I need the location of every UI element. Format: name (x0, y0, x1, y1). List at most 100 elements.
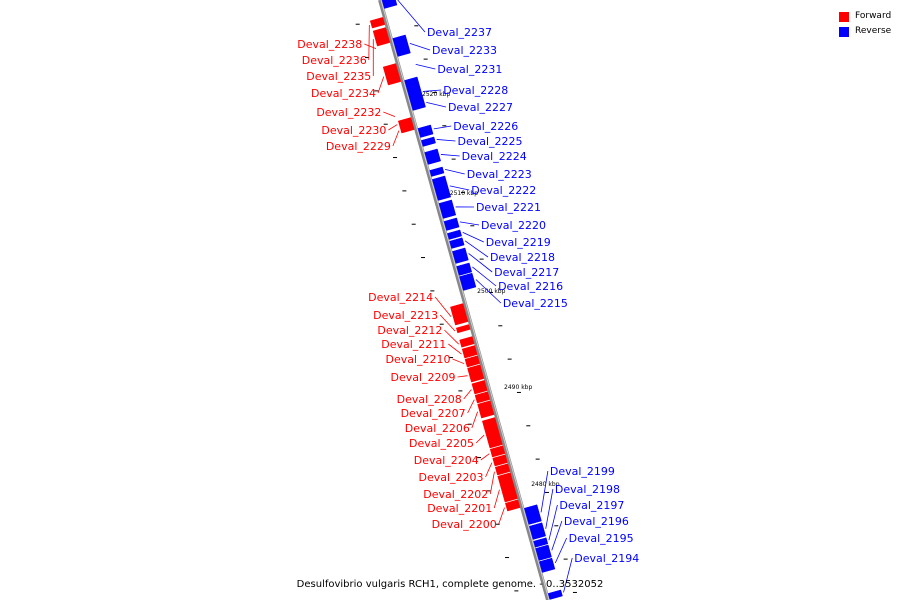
leader-lines-layer (364, 0, 573, 593)
gene-label[interactable]: Deval_2237 (427, 26, 492, 39)
gene-block (497, 472, 518, 503)
gene-label[interactable]: Deval_2208 (397, 393, 462, 406)
gene-leader-line (471, 411, 478, 429)
gene-leader-line (440, 154, 460, 157)
gene-leader-line (493, 489, 500, 509)
gene-leader-line (545, 488, 554, 529)
gene-block (529, 522, 546, 540)
gene-label[interactable]: Deval_2230 (321, 124, 386, 137)
gene-leader-line (392, 130, 400, 147)
genome-backbone-highlight (380, 0, 550, 600)
gene-label[interactable]: Deval_2221 (476, 201, 541, 214)
gene-label[interactable]: Deval_2198 (555, 483, 620, 496)
gene-block (464, 355, 481, 368)
gene-label[interactable]: Deval_2223 (467, 168, 532, 181)
gene-label[interactable]: Deval_2194 (574, 552, 639, 565)
tick-label: 2520 kbp (422, 91, 450, 98)
gene-leader-line (554, 537, 568, 564)
legend: Forward Reverse (839, 9, 891, 39)
gene-label[interactable]: Deval_2235 (306, 70, 371, 83)
gene-label[interactable]: Deval_2214 (368, 291, 433, 304)
gene-block (459, 272, 477, 291)
gene-label[interactable]: Deval_2210 (385, 353, 450, 366)
gene-block (417, 124, 434, 138)
gene-block (424, 148, 441, 165)
gene-label[interactable]: Deval_2212 (377, 324, 442, 337)
gene-label[interactable]: Deval_2197 (559, 499, 624, 512)
gene-label[interactable]: Deval_2233 (432, 44, 497, 57)
gene-leader-line (383, 111, 396, 117)
gene-label[interactable]: Deval_2238 (297, 38, 362, 51)
gene-label[interactable]: Deval_2213 (373, 309, 438, 322)
gene-leader-line (563, 557, 573, 593)
gene-block (474, 391, 491, 404)
gene-block (461, 345, 478, 359)
gene-label[interactable]: Deval_2195 (569, 532, 634, 545)
gene-leader-line (444, 169, 465, 175)
gene-label[interactable]: Deval_2231 (437, 63, 502, 76)
gene-label[interactable]: Deval_2232 (316, 106, 381, 119)
gene-block (533, 537, 549, 548)
gene-block (438, 199, 457, 219)
gene-label[interactable]: Deval_2200 (432, 518, 497, 531)
gene-leader-line (409, 43, 431, 51)
gene-label[interactable]: Deval_2219 (486, 236, 551, 249)
gene-label[interactable]: Deval_2199 (550, 465, 615, 478)
gene-label[interactable]: Deval_2201 (427, 502, 492, 515)
gene-block (404, 76, 426, 111)
gene-leader-line (433, 125, 452, 130)
gene-label[interactable]: Deval_2226 (453, 120, 518, 133)
gene-leader-line (397, 0, 426, 33)
gene-label[interactable]: Deval_2236 (302, 54, 367, 67)
gene-leader-line (377, 76, 385, 94)
gene-block (443, 217, 460, 231)
gene-block (477, 400, 495, 419)
gene-label[interactable]: Deval_2218 (490, 251, 555, 264)
tick-label: 2510 kbp (450, 190, 478, 197)
gene-block (467, 364, 485, 383)
gene-label[interactable]: Deval_2229 (326, 140, 391, 153)
gene-block (494, 463, 511, 476)
gene-label[interactable]: Deval_2215 (503, 297, 568, 310)
gene-leader-line (467, 399, 475, 414)
gene-block (429, 166, 445, 177)
gene-leader-line (548, 504, 558, 541)
gene-leader-line (444, 329, 459, 345)
gene-label[interactable]: Deval_2227 (448, 101, 513, 114)
gene-label[interactable]: Deval_2211 (381, 338, 446, 351)
gene-leader-line (452, 358, 465, 365)
gene-block (399, 123, 415, 134)
genome-backbone (378, 0, 550, 600)
gene-label[interactable]: Deval_2206 (405, 422, 470, 435)
gene-label[interactable]: Deval_2217 (494, 266, 559, 279)
gene-leader-line (475, 279, 502, 304)
gene-leader-line (457, 375, 468, 378)
gene-block (369, 17, 386, 29)
gene-label[interactable]: Deval_2216 (498, 280, 563, 293)
gene-leader-line (368, 24, 370, 61)
gene-label[interactable]: Deval_2203 (419, 471, 484, 484)
gene-leader-line (449, 185, 470, 191)
gene-leader-line (439, 314, 456, 332)
gene-label[interactable]: Deval_2225 (457, 135, 522, 148)
gene-label[interactable]: Deval_2224 (462, 150, 527, 163)
gene-block (459, 336, 475, 348)
gene-label[interactable]: Deval_2207 (401, 407, 466, 420)
gene-block (471, 380, 488, 395)
gene-label[interactable]: Deval_2234 (311, 87, 376, 100)
gene-block (482, 417, 503, 449)
gene-block (489, 445, 506, 458)
gene-block (539, 557, 556, 573)
gene-label[interactable]: Deval_2202 (423, 488, 488, 501)
gene-label[interactable]: Deval_2209 (391, 371, 456, 384)
gene-leader-line (364, 43, 377, 49)
gene-label[interactable]: Deval_2228 (443, 84, 508, 97)
gene-block (450, 303, 469, 326)
gene-label[interactable]: Deval_2220 (481, 219, 546, 232)
gene-label[interactable]: Deval_2196 (564, 515, 629, 528)
gene-label[interactable]: Deval_2204 (414, 454, 479, 467)
gene-label[interactable]: Deval_2205 (409, 437, 474, 450)
gene-label[interactable]: Deval_2222 (471, 184, 536, 197)
gene-leader-line (485, 462, 493, 478)
